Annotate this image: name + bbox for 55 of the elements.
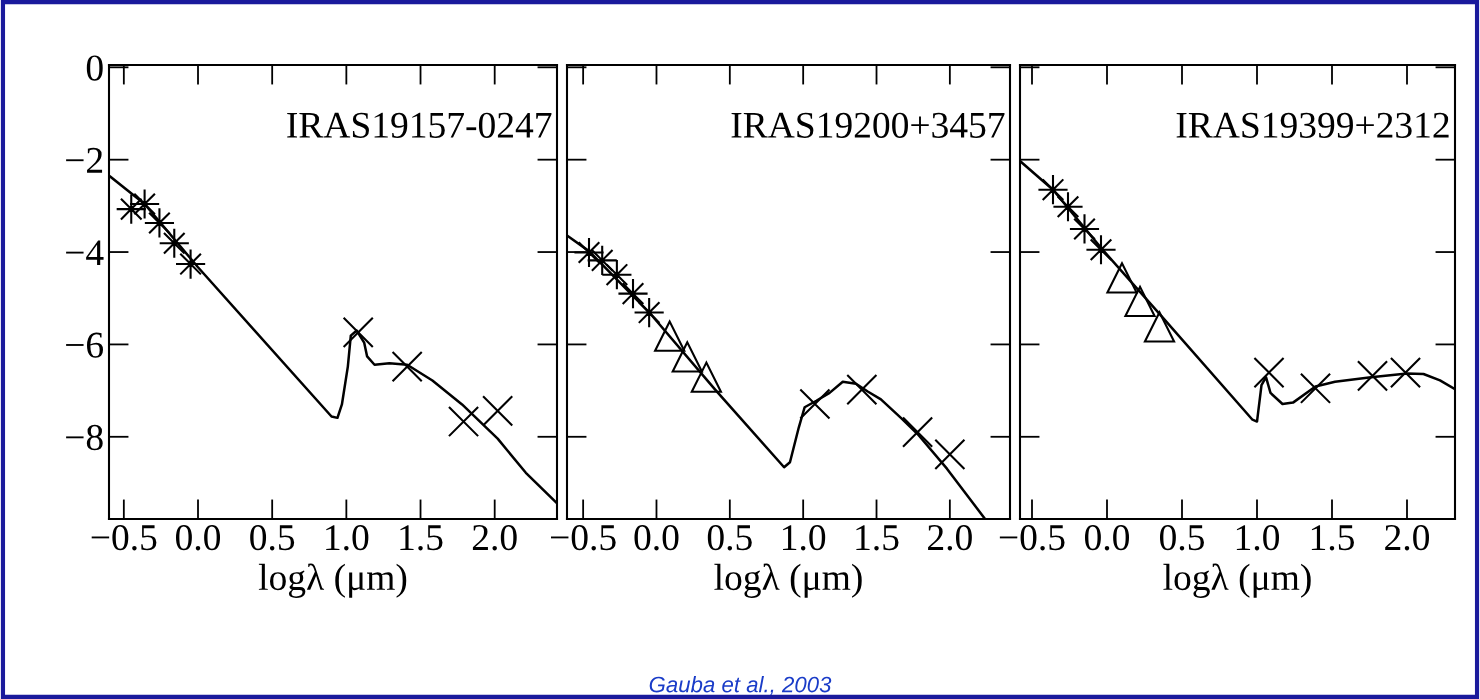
x-tick-label: 2.0	[1385, 524, 1430, 551]
y-tick-label: −2	[66, 147, 103, 173]
point	[1253, 356, 1285, 389]
y-tick-label: −8	[66, 424, 103, 451]
x-axis-title: logλ (μm)	[714, 563, 862, 598]
point	[654, 320, 686, 352]
x-tick-label: 1.5	[856, 525, 899, 551]
x-tick-label: 0.0	[1084, 524, 1130, 551]
y-tick-label: −4	[66, 240, 104, 266]
x-tick-label: −0.5	[91, 524, 157, 551]
point	[671, 341, 703, 373]
x-tick-label: −0.5	[999, 524, 1065, 551]
point	[690, 361, 722, 393]
point	[633, 296, 665, 329]
point	[447, 405, 480, 438]
x-tick-label: 0.0	[176, 524, 221, 551]
x-tick-label: 2.0	[472, 524, 517, 551]
point	[1143, 311, 1176, 343]
point	[799, 388, 831, 420]
point	[1299, 372, 1332, 404]
point	[128, 188, 161, 220]
x-axis-title: logλ (μm)	[1163, 563, 1311, 598]
x-tick-label: 1.0	[1236, 524, 1280, 551]
x-tick-label: 1.5	[400, 525, 443, 551]
y-tick-label: 0	[86, 55, 103, 81]
x-tick-label: 1.0	[326, 524, 369, 551]
point	[934, 438, 966, 470]
point	[617, 277, 649, 310]
x-tick-label: 0.5	[250, 524, 295, 551]
y-tick-label: −6	[66, 332, 104, 358]
x-tick-label: 0.5	[707, 524, 752, 551]
point	[901, 416, 934, 448]
point	[601, 259, 633, 291]
annotation: IRAS19200+3457	[731, 112, 1005, 138]
point	[1068, 213, 1101, 245]
point	[158, 227, 190, 259]
x-axis-title: logλ (μm)	[258, 563, 407, 598]
annotation: IRAS19399+2312	[1176, 112, 1449, 138]
x-tick-label: 1.0	[783, 524, 826, 551]
x-tick-label: −0.5	[550, 524, 616, 551]
point	[1106, 262, 1138, 294]
x-tick-label: 0.5	[1159, 524, 1204, 551]
x-tick-label: 0.0	[634, 524, 679, 551]
point	[1124, 285, 1156, 318]
point	[1085, 234, 1117, 266]
point	[342, 316, 374, 349]
text: Gauba et al., 2003	[649, 676, 832, 696]
annotation: IRAS19157-0247	[287, 112, 552, 138]
point	[391, 350, 423, 383]
point	[482, 395, 514, 427]
x-tick-label: 1.5	[1311, 525, 1354, 551]
x-tick-label: 2.0	[928, 524, 972, 551]
point	[174, 248, 207, 280]
point	[846, 374, 878, 406]
point	[1052, 191, 1084, 223]
